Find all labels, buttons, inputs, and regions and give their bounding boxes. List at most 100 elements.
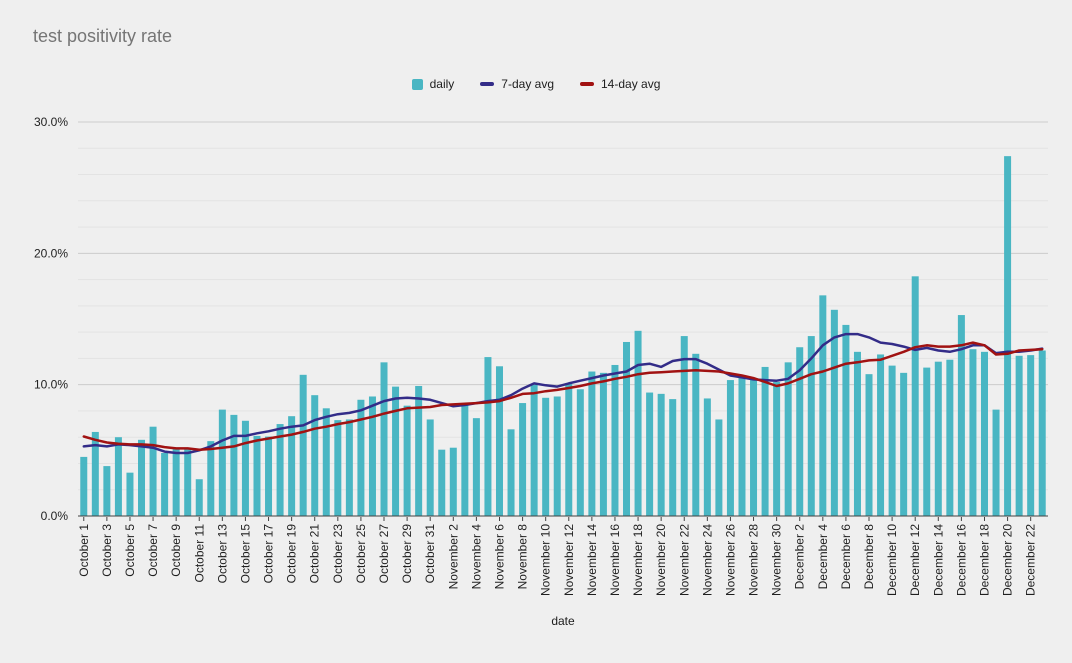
daily-bar[interactable] xyxy=(438,449,446,516)
daily-bar[interactable] xyxy=(623,341,631,516)
daily-bar[interactable] xyxy=(311,395,319,516)
daily-bar[interactable] xyxy=(218,409,226,516)
x-axis-tick-label: October 23 xyxy=(331,524,345,584)
daily-bar[interactable] xyxy=(946,359,954,516)
daily-bar[interactable] xyxy=(853,351,861,516)
daily-bar[interactable] xyxy=(276,424,284,516)
daily-bar[interactable] xyxy=(299,374,307,516)
daily-bar[interactable] xyxy=(588,371,596,516)
daily-bar[interactable] xyxy=(368,396,376,516)
daily-bar[interactable] xyxy=(611,364,619,516)
daily-bar[interactable] xyxy=(380,362,388,516)
x-axis-tick-label: November 8 xyxy=(516,524,530,590)
daily-bar[interactable] xyxy=(91,431,99,516)
avg14-line[interactable] xyxy=(82,341,1044,451)
daily-bar[interactable] xyxy=(542,397,550,516)
x-axis-tick-label: December 14 xyxy=(931,524,945,596)
avg7-line[interactable] xyxy=(82,332,1044,455)
daily-bar[interactable] xyxy=(657,393,665,516)
daily-bar[interactable] xyxy=(703,398,711,516)
daily-bar[interactable] xyxy=(195,479,203,516)
daily-bar[interactable] xyxy=(288,416,296,516)
daily-bar[interactable] xyxy=(161,452,169,516)
daily-bar[interactable] xyxy=(1038,350,1046,516)
daily-bar[interactable] xyxy=(1004,156,1012,516)
y-axis-tick-label: 10.0% xyxy=(34,378,68,392)
daily-bar[interactable] xyxy=(784,362,792,516)
daily-bar[interactable] xyxy=(461,403,469,516)
daily-bar[interactable] xyxy=(923,367,931,516)
daily-bar[interactable] xyxy=(114,437,122,516)
x-axis-tick-label: December 6 xyxy=(839,524,853,590)
daily-bar[interactable] xyxy=(576,389,584,516)
daily-bar[interactable] xyxy=(807,336,815,516)
daily-bar[interactable] xyxy=(715,419,723,516)
daily-bar[interactable] xyxy=(172,449,180,516)
daily-bar[interactable] xyxy=(403,405,411,516)
daily-bar[interactable] xyxy=(692,353,700,516)
daily-bar[interactable] xyxy=(669,399,677,516)
daily-bar[interactable] xyxy=(426,419,434,516)
daily-bar[interactable] xyxy=(680,336,688,516)
daily-bar[interactable] xyxy=(842,324,850,516)
daily-bar[interactable] xyxy=(911,276,919,516)
daily-bar[interactable] xyxy=(207,441,215,516)
daily-bar[interactable] xyxy=(599,372,607,516)
daily-bar[interactable] xyxy=(646,392,654,516)
daily-bar[interactable] xyxy=(1015,355,1023,516)
daily-bar[interactable] xyxy=(761,366,769,516)
daily-bar[interactable] xyxy=(750,378,758,516)
daily-bar[interactable] xyxy=(334,420,342,516)
x-axis-tick-label: October 5 xyxy=(123,524,137,577)
daily-bar[interactable] xyxy=(138,439,146,516)
daily-bar[interactable] xyxy=(495,366,503,516)
daily-bar[interactable] xyxy=(322,408,330,516)
daily-bar[interactable] xyxy=(957,315,965,516)
daily-bar[interactable] xyxy=(726,380,734,516)
daily-bar[interactable] xyxy=(553,396,561,516)
daily-bar[interactable] xyxy=(507,429,515,516)
daily-bar[interactable] xyxy=(103,466,111,516)
daily-bar[interactable] xyxy=(80,456,88,516)
daily-bar[interactable] xyxy=(888,365,896,516)
daily-bar[interactable] xyxy=(345,419,353,516)
daily-bar[interactable] xyxy=(565,384,573,516)
daily-bar[interactable] xyxy=(230,414,238,516)
daily-bar[interactable] xyxy=(830,309,838,516)
daily-bar[interactable] xyxy=(472,418,480,516)
legend-label-7day-avg: 7-day avg xyxy=(501,77,554,91)
daily-bar[interactable] xyxy=(900,372,908,516)
daily-bar[interactable] xyxy=(865,374,873,516)
legend-item-7day-avg[interactable]: 7-day avg xyxy=(480,77,554,91)
daily-bar[interactable] xyxy=(357,399,365,516)
x-axis-tick-label: October 21 xyxy=(308,524,322,584)
daily-bar[interactable] xyxy=(1027,355,1035,516)
daily-bar[interactable] xyxy=(530,384,538,516)
daily-bar[interactable] xyxy=(449,447,457,516)
daily-bar[interactable] xyxy=(969,349,977,516)
daily-bar[interactable] xyxy=(484,357,492,516)
daily-bar[interactable] xyxy=(796,347,804,516)
daily-bar[interactable] xyxy=(126,472,134,516)
daily-bar[interactable] xyxy=(519,403,527,516)
daily-bar[interactable] xyxy=(253,435,261,516)
x-axis-tick-label: November 16 xyxy=(608,524,622,596)
daily-bar[interactable] xyxy=(184,449,192,516)
x-axis-title: date xyxy=(551,614,575,628)
daily-bar[interactable] xyxy=(392,386,400,516)
daily-bar[interactable] xyxy=(980,351,988,516)
daily-bar[interactable] xyxy=(738,376,746,516)
daily-bar[interactable] xyxy=(819,295,827,516)
x-axis-tick-label: November 30 xyxy=(770,524,784,596)
legend-item-daily[interactable]: daily xyxy=(411,77,454,91)
daily-bar[interactable] xyxy=(149,426,157,516)
daily-bar[interactable] xyxy=(634,330,642,516)
daily-bar[interactable] xyxy=(241,420,249,516)
daily-bar[interactable] xyxy=(877,354,885,516)
legend-item-14day-avg[interactable]: 14-day avg xyxy=(580,77,660,91)
daily-bar[interactable] xyxy=(415,385,423,516)
daily-bar[interactable] xyxy=(992,409,1000,516)
daily-bar[interactable] xyxy=(265,436,273,516)
daily-bar[interactable] xyxy=(934,361,942,516)
daily-bar[interactable] xyxy=(773,382,781,516)
